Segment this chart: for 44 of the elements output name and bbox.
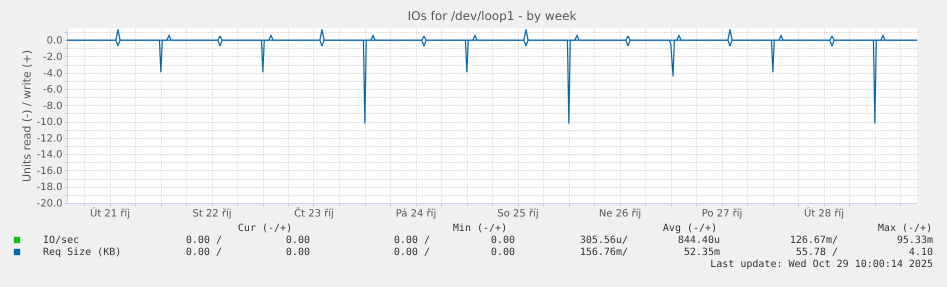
- text: 126.67m/: [790, 235, 838, 246]
- text: 95.33m: [896, 235, 933, 246]
- y-tick-label: -4.0: [42, 68, 62, 80]
- text: Cur (-/+): [238, 223, 292, 234]
- y-tick-label: -16.0: [36, 166, 62, 177]
- y-tick-label: -10.0: [36, 117, 62, 128]
- text: 0.00 /: [186, 247, 222, 258]
- x-tick-label: St 22 říj: [192, 208, 232, 220]
- y-tick-label: -2.0: [42, 52, 62, 63]
- text: 0.00 /: [186, 235, 222, 246]
- y-tick-label: -18.0: [36, 182, 62, 194]
- text: 844.40u: [678, 235, 720, 246]
- text: 0.00: [286, 235, 310, 246]
- text: 55.78 /: [796, 247, 838, 258]
- y-tick-label: -8.0: [42, 100, 62, 112]
- text: 0.00: [490, 247, 515, 258]
- legend-label: Req Size (KB): [43, 247, 122, 258]
- text: 0.00 /: [394, 247, 430, 258]
- x-tick-label: Pá 24 říj: [396, 208, 436, 220]
- y-tick-label: -6.0: [42, 84, 62, 96]
- text: Last update: Wed Oct 29 10:00:14 2025: [710, 259, 933, 270]
- text: Max (-/+): [878, 223, 932, 234]
- text: Avg (-/+): [662, 223, 718, 234]
- text: Min (-/+): [452, 223, 508, 234]
- text: 305.56u/: [580, 235, 628, 246]
- text: 156.76m/: [580, 247, 628, 258]
- chart-title: IOs for /dev/loop1 - by week: [408, 9, 576, 24]
- text: 0.00 /: [394, 235, 430, 246]
- y-tick-label: -20.0: [36, 198, 62, 210]
- x-tick-label: Čt 23 říj: [294, 206, 334, 220]
- x-tick-label: Út 21 říj: [90, 206, 130, 220]
- text: 0.00: [490, 235, 515, 246]
- text: 52.35m: [684, 247, 720, 258]
- y-tick-label: -14.0: [36, 150, 62, 161]
- text: 4.10: [908, 247, 933, 258]
- x-tick-label: Ne 26 říj: [598, 208, 642, 220]
- x-tick-label: Út 28 říj: [804, 206, 844, 220]
- y-tick-label: -12.0: [36, 133, 62, 144]
- x-tick-label: So 25 říj: [497, 208, 539, 220]
- x-tick-label: Po 27 říj: [702, 208, 742, 220]
- legend-label: IO/sec: [43, 235, 80, 246]
- text: 0.00: [286, 247, 310, 258]
- y-tick-label: 0.0: [46, 36, 62, 47]
- y-axis-title: Units read (-) / write (+): [20, 50, 34, 182]
